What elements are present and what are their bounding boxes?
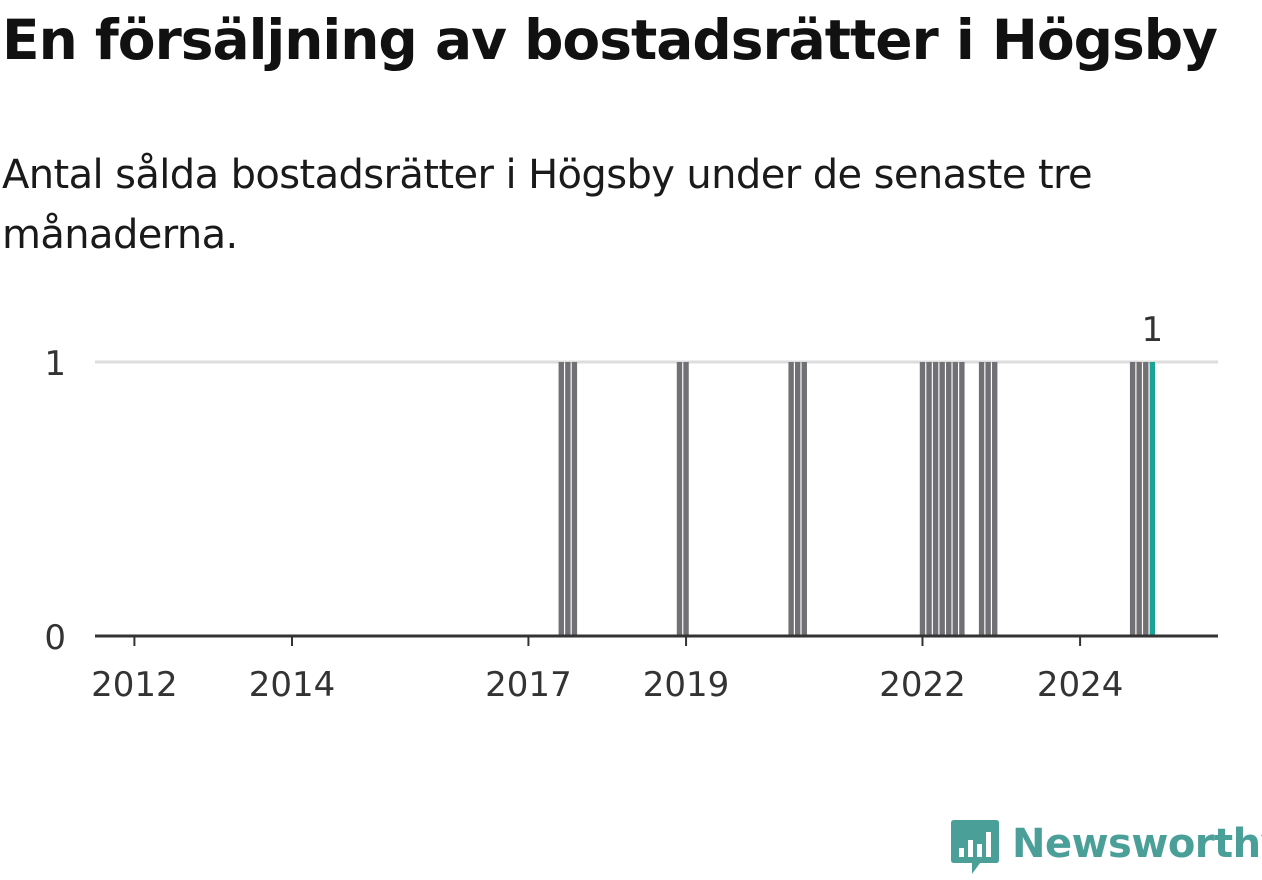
bar	[985, 362, 991, 636]
y-tick-label: 0	[44, 618, 66, 658]
newsworthy-logo: Newsworthy	[950, 818, 1262, 880]
x-tick-label: 2012	[91, 665, 178, 705]
bar	[926, 362, 932, 636]
bar	[992, 362, 998, 636]
bar	[571, 362, 578, 636]
bar-value-label: 1	[1142, 310, 1164, 350]
bar	[788, 362, 794, 636]
bar	[1143, 362, 1149, 636]
bar	[959, 362, 965, 636]
axis-layer	[95, 634, 1218, 646]
bar	[939, 362, 945, 636]
bar	[978, 362, 985, 636]
highlight-bar	[1149, 362, 1156, 636]
bar-chart-speech-bubble-icon	[951, 820, 999, 874]
bar	[795, 362, 801, 636]
chart-title: En försäljning av bostadsrätter i Högsby	[2, 8, 1218, 72]
y-tick-label: 1	[44, 344, 66, 384]
x-tick-label: 2014	[249, 665, 336, 705]
bars-layer	[558, 362, 1156, 636]
chart-subtitle: Antal sålda bostadsrätter i Högsby under…	[2, 152, 1093, 258]
bar	[1129, 362, 1136, 636]
bar	[1136, 362, 1142, 636]
bar	[801, 362, 807, 636]
bar	[919, 362, 926, 636]
bar	[952, 362, 959, 636]
x-tick-label: 2017	[485, 665, 572, 705]
brand-name: Newsworthy	[1012, 821, 1262, 867]
x-tick-label: 2022	[879, 665, 966, 705]
bar	[676, 362, 683, 636]
bar	[683, 362, 689, 636]
bar	[946, 362, 952, 636]
x-tick-label: 2019	[643, 665, 730, 705]
bar	[565, 362, 571, 636]
labels-layer: 0 1 1 2012 2014 2017 2019 2022 2024	[44, 310, 1163, 705]
bar	[932, 362, 939, 636]
x-tick-label: 2024	[1037, 665, 1124, 705]
bar	[558, 362, 564, 636]
